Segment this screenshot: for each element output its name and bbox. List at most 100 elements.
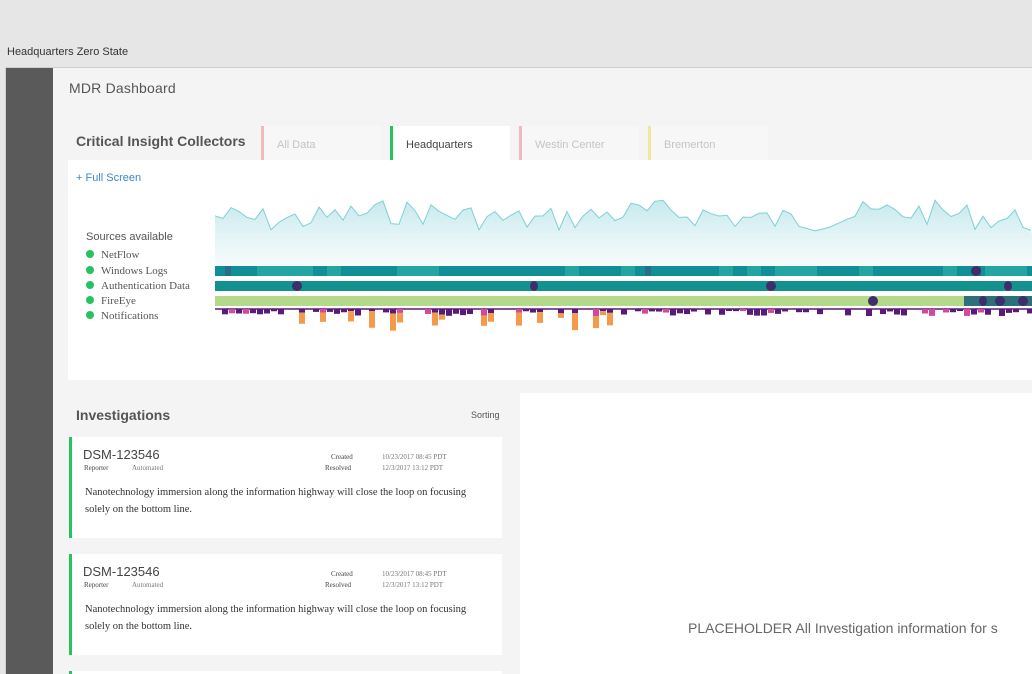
- status-dot-icon: [86, 250, 94, 259]
- source-label: Authentication Data: [101, 280, 190, 292]
- placeholder-text: PLACEHOLDER All Investigation informatio…: [688, 620, 998, 636]
- notification-bar: [880, 309, 886, 315]
- windows-logs-segment: [285, 266, 299, 276]
- notification-bar: [740, 309, 746, 312]
- notification-bar: [390, 313, 396, 331]
- notification-bar: [901, 309, 907, 316]
- windows-logs-segment: [915, 266, 929, 276]
- notification-bar: [600, 311, 606, 316]
- windows-logs-segment: [845, 266, 859, 276]
- notification-bar: [320, 309, 326, 313]
- source-windows-logs: Windows Logs: [86, 265, 167, 277]
- notification-bar: [425, 309, 431, 314]
- notification-bar: [642, 309, 648, 314]
- windows-logs-segment: [789, 266, 803, 276]
- windows-logs-segment: [831, 266, 845, 276]
- windows-logs-segment: [985, 266, 999, 276]
- windows-logs-segment: [299, 266, 313, 276]
- notification-bar: [999, 309, 1005, 316]
- windows-logs-event: [971, 266, 981, 276]
- notification-bar: [929, 309, 935, 316]
- windows-logs-segment: [677, 266, 691, 276]
- auth-event: [292, 281, 302, 291]
- windows-logs-segment: [369, 266, 383, 276]
- notification-bar: [768, 309, 774, 313]
- windows-logs-segment: [873, 266, 887, 276]
- windows-logs-segment: [817, 266, 831, 276]
- notification-bar: [439, 314, 445, 320]
- tab-all-data[interactable]: All Data: [261, 126, 381, 160]
- source-label: Windows Logs: [101, 265, 168, 277]
- notification-bar: [313, 309, 319, 312]
- notification-bar: [369, 309, 375, 312]
- notification-bar: [754, 309, 760, 316]
- notification-bar: [453, 309, 459, 314]
- sources-timeline-visualization[interactable]: [215, 195, 1032, 345]
- notification-bar: [719, 309, 725, 315]
- notification-bar: [299, 309, 305, 313]
- notification-bar: [866, 309, 872, 316]
- notification-bar: [978, 309, 984, 313]
- fireeye-band: [215, 296, 1032, 306]
- notification-bar: [1013, 309, 1019, 313]
- notification-bar: [488, 313, 494, 322]
- notification-bar: [593, 315, 599, 329]
- tab-label: Bremerton: [664, 139, 716, 151]
- investigation-description: Nanotechnology immersion along the infor…: [85, 487, 467, 515]
- notification-bar: [985, 309, 991, 315]
- source-authentication-data: Authentication Data: [86, 280, 190, 292]
- windows-logs-segment: [1027, 266, 1032, 276]
- full-screen-link[interactable]: + Full Screen: [76, 172, 142, 184]
- reporter-label: Reporter: [84, 581, 109, 589]
- notification-bar: [481, 309, 487, 316]
- fireeye-event: [1018, 296, 1028, 306]
- windows-logs-segment: [537, 266, 551, 276]
- notification-bar: [1006, 309, 1012, 313]
- windows-logs-marker: [225, 266, 231, 276]
- notification-bar: [950, 309, 956, 313]
- investigations-title: Investigations: [76, 407, 171, 423]
- notification-bar: [600, 309, 606, 312]
- auth-event: [530, 281, 538, 291]
- notification-bar: [320, 312, 326, 322]
- tab-westin-center[interactable]: Westin Center: [519, 126, 639, 160]
- page-title: MDR Dashboard: [69, 80, 176, 96]
- collectors-title: Critical Insight Collectors: [76, 133, 246, 149]
- windows-logs-segment: [761, 266, 775, 276]
- investigation-card[interactable]: DSM-123546 Reporter Automated Created 10…: [69, 554, 502, 655]
- source-label: Notifications: [101, 310, 159, 322]
- tab-headquarters[interactable]: Headquarters: [390, 126, 510, 160]
- investigation-description: Nanotechnology immersion along the infor…: [85, 604, 467, 632]
- windows-logs-segment: [495, 266, 509, 276]
- left-nav-rail[interactable]: [6, 68, 53, 674]
- notification-bar: [943, 309, 949, 313]
- tab-bremerton[interactable]: Bremerton: [648, 126, 768, 160]
- sorting-button[interactable]: Sorting: [471, 410, 500, 420]
- notification-bar: [894, 309, 900, 315]
- created-value: 10/23/2017 08:45 PDT: [382, 570, 447, 578]
- investigation-card[interactable]: DSM-123546 Reporter Automated Created 10…: [69, 437, 502, 538]
- windows-logs-segment: [579, 266, 593, 276]
- notification-bar: [726, 309, 732, 312]
- windows-logs-segment: [565, 266, 579, 276]
- notification-bar: [656, 309, 662, 312]
- notification-bar: [817, 309, 823, 315]
- windows-logs-segment: [775, 266, 789, 276]
- source-notifications: Notifications: [86, 310, 158, 322]
- notification-bar: [796, 309, 802, 313]
- tab-label: Westin Center: [535, 139, 605, 151]
- windows-logs-segment: [887, 266, 901, 276]
- windows-logs-segment: [649, 266, 663, 276]
- notification-bar: [327, 309, 333, 312]
- windows-logs-segment: [607, 266, 621, 276]
- windows-logs-segment: [691, 266, 705, 276]
- windows-logs-segment: [733, 266, 747, 276]
- windows-logs-segment: [257, 266, 271, 276]
- windows-logs-segment: [943, 266, 957, 276]
- windows-logs-segment: [621, 266, 635, 276]
- windows-logs-segment: [999, 266, 1013, 276]
- windows-logs-segment: [425, 266, 439, 276]
- area-line: [215, 199, 1032, 232]
- windows-logs-segment: [663, 266, 677, 276]
- windows-logs-segment: [467, 266, 481, 276]
